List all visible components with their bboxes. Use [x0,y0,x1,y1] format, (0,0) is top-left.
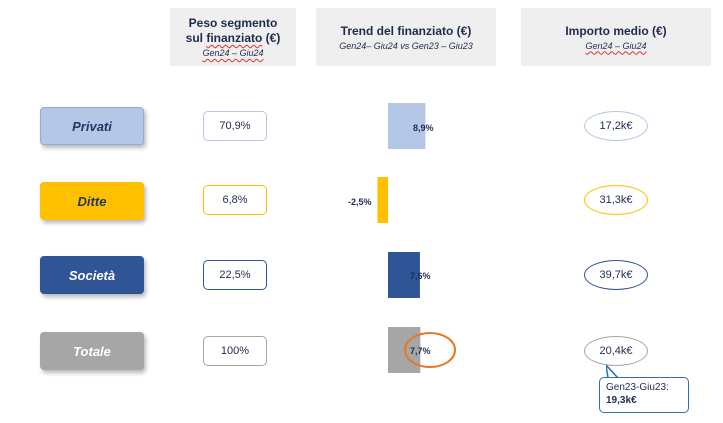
header-trend-subtitle: Gen24– Giu24 vs Gen23 – Giu23 [339,40,473,51]
trend-bar-chart [377,103,456,373]
header-trend-title: Trend del finanziato (€) [340,23,472,38]
header-peso-title: Peso segmento sul finanziato (€) [185,16,281,45]
header-importo: Importo medio (€) Gen24 – Giu24 [521,8,711,66]
segment-label-societa: Società [40,256,144,294]
header-importo-title: Importo medio (€) [565,23,667,38]
callout-line1: Gen23-Giu23: [606,382,669,393]
peso-societa: 22,5% [203,260,267,290]
trend-bar-societa [388,252,420,298]
segment-label-ditte: Ditte [40,182,144,220]
header-trend: Trend del finanziato (€) Gen24– Giu24 vs… [316,8,496,66]
importo-totale: 20,4k€ [584,336,648,366]
importo-privati: 17,2k€ [584,111,648,141]
importo-ditte: 31,3k€ [584,185,648,215]
callout-previous-year: Gen23-Giu23: 19,3k€ [599,377,689,413]
segment-label-privati: Privati [40,107,144,145]
trend-bar-privati [388,103,426,149]
peso-totale: 100% [203,336,267,366]
segment-label-totale: Totale [40,332,144,370]
trend-label-ditte: -2,5% [348,197,372,207]
peso-ditte: 6,8% [203,185,267,215]
totale-highlight-circle [404,332,456,368]
callout-line2: 19,3k€ [606,395,637,406]
trend-label-totale: 7,7% [410,346,431,356]
importo-societa: 39,7k€ [584,260,648,290]
header-peso: Peso segmento sul finanziato (€) Gen24 –… [170,8,296,66]
trend-label-privati: 8,9% [413,123,434,133]
trend-label-societa: 7,6% [410,271,431,281]
peso-privati: 70,9% [203,111,267,141]
trend-bar-ditte [377,177,388,223]
header-importo-subtitle: Gen24 – Giu24 [585,40,647,51]
header-peso-subtitle: Gen24 – Giu24 [202,48,264,58]
